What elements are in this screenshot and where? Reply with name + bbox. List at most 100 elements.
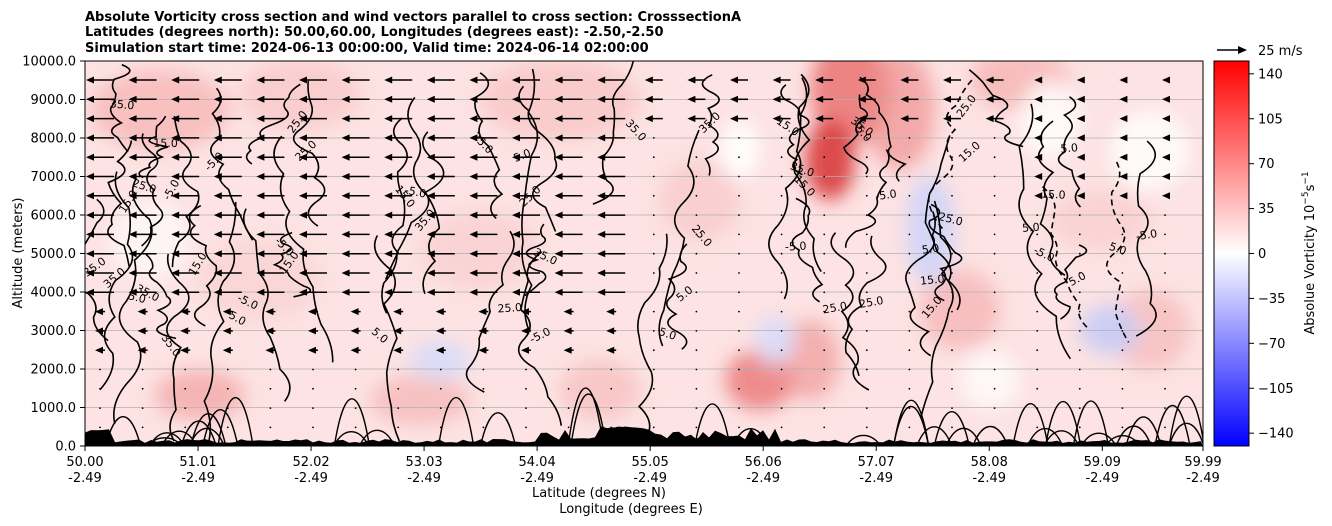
wind-vector-dot: [1207, 369, 1209, 371]
contour-line: [113, 178, 153, 424]
contour-label: 15.0: [1041, 187, 1066, 201]
wind-vector-dot: [1164, 310, 1166, 313]
wind-vector-head: [900, 95, 909, 103]
wind-vector-dot: [525, 426, 527, 429]
wind-vector-dot: [823, 330, 826, 332]
wind-vector-dot: [1036, 272, 1039, 274]
contour-line-surface: [1012, 403, 1049, 446]
wind-vector-head: [597, 211, 606, 219]
wind-vector-dot: [865, 310, 868, 313]
wind-vector-head: [435, 308, 444, 316]
wind-vector-head: [554, 134, 563, 142]
wind-vector-head: [554, 269, 563, 277]
contour-line: [188, 204, 218, 327]
wind-vector-head: [426, 173, 435, 180]
wind-vector-head: [1162, 95, 1170, 103]
wind-vector-head: [213, 153, 222, 161]
wind-vector-head: [597, 269, 606, 277]
wind-vector-head: [128, 269, 137, 277]
wind-vector-dot: [141, 368, 144, 371]
wind-vector-head: [1034, 153, 1043, 161]
y-tick-label: 1000.0: [31, 401, 77, 416]
x-tick-label-latitude: 52.02: [292, 455, 329, 470]
contour-line: [1135, 140, 1157, 337]
wind-vector-dot: [1121, 407, 1124, 409]
contour-line-surface: [893, 399, 930, 446]
wind-vector-head: [985, 115, 994, 123]
contour-line: [166, 253, 190, 442]
wind-vector-head: [86, 153, 94, 161]
wind-vector-dot: [908, 349, 911, 352]
colorbar-tick-label: −35: [1258, 292, 1285, 307]
wind-vector-head: [86, 134, 94, 142]
terrain: [85, 426, 1203, 446]
wind-vector-dot: [865, 137, 868, 139]
wind-vector-head: [469, 192, 478, 200]
wind-vector-dot: [780, 291, 783, 294]
wind-vector-dot: [269, 407, 272, 409]
wind-vector-head: [512, 134, 520, 142]
vorticity-blob: [410, 340, 470, 380]
wind-vector-dot: [908, 214, 911, 217]
wind-vector-head: [478, 346, 487, 354]
wind-vector-dot: [823, 272, 826, 274]
wind-vector-head: [554, 250, 563, 258]
wind-vector-dot: [1121, 426, 1124, 429]
wind-vector-head: [256, 230, 265, 238]
wind-vector-dot: [1036, 349, 1039, 352]
wind-vector-head: [1119, 115, 1128, 123]
wind-vector-dot: [1121, 387, 1124, 390]
wind-vector-dot: [184, 387, 187, 390]
colorbar-ticks: 140 105 70 35 0 −35 −70 −105 −140: [1249, 67, 1294, 442]
wind-vector-head: [256, 269, 265, 277]
wind-vector-dot: [652, 252, 655, 255]
wind-vector-dot: [1121, 310, 1124, 313]
wind-vector-head: [384, 76, 393, 84]
wind-vector-head: [341, 250, 350, 258]
y-tick-label: 6000.0: [31, 209, 77, 224]
wind-vector-head: [597, 192, 606, 200]
contour-label: 5.0: [1022, 221, 1040, 235]
wind-vector-head: [597, 115, 606, 123]
vorticity-blob: [805, 120, 855, 200]
wind-vector-dot: [823, 214, 826, 217]
x-tick-label-longitude: -2.49: [859, 471, 893, 486]
wind-vector-head: [171, 288, 180, 296]
wind-vector-head: [1205, 115, 1213, 122]
wind-vector-dot: [780, 310, 783, 313]
wind-vector-head: [512, 250, 520, 258]
wind-vector-dot: [1036, 426, 1039, 429]
wind-vector-dot: [1164, 272, 1166, 274]
contour-line: [141, 133, 164, 247]
contour-line-surface: [1168, 422, 1203, 446]
wind-vector-head: [384, 250, 393, 258]
wind-vector-head: [171, 173, 180, 180]
wind-vector-dot: [1036, 214, 1039, 217]
wind-vector-dot: [951, 137, 953, 139]
vorticity-blob: [920, 270, 1000, 350]
colorbar-label-unit: s: [1303, 184, 1318, 191]
wind-vector-dot: [738, 214, 740, 217]
wind-vector-dot: [1036, 291, 1039, 294]
contour-line-surface: [202, 409, 239, 446]
wind-vector-head: [341, 192, 350, 200]
quiver-key-arrow-head: [1238, 46, 1247, 54]
wind-vector-dot: [312, 407, 314, 409]
wind-vector-dot: [823, 156, 826, 159]
wind-vector-dot: [99, 407, 101, 409]
wind-vector-head: [1162, 153, 1170, 161]
wind-vector-dot: [1036, 330, 1039, 332]
wind-vector-head: [213, 76, 222, 84]
wind-vector-head: [308, 308, 316, 316]
contour-line-surface: [570, 393, 607, 446]
wind-vector-dot: [1121, 233, 1124, 236]
wind-vector-dot: [439, 387, 442, 390]
wind-vector-dot: [482, 407, 485, 409]
contour-line-surface: [1043, 430, 1080, 446]
contour-line: [245, 83, 301, 165]
wind-vector-head: [213, 211, 222, 219]
wind-vector-head: [299, 115, 307, 123]
contour-line-surface: [1125, 416, 1162, 446]
wind-vector-head: [512, 269, 520, 277]
wind-vector-head: [469, 95, 478, 103]
